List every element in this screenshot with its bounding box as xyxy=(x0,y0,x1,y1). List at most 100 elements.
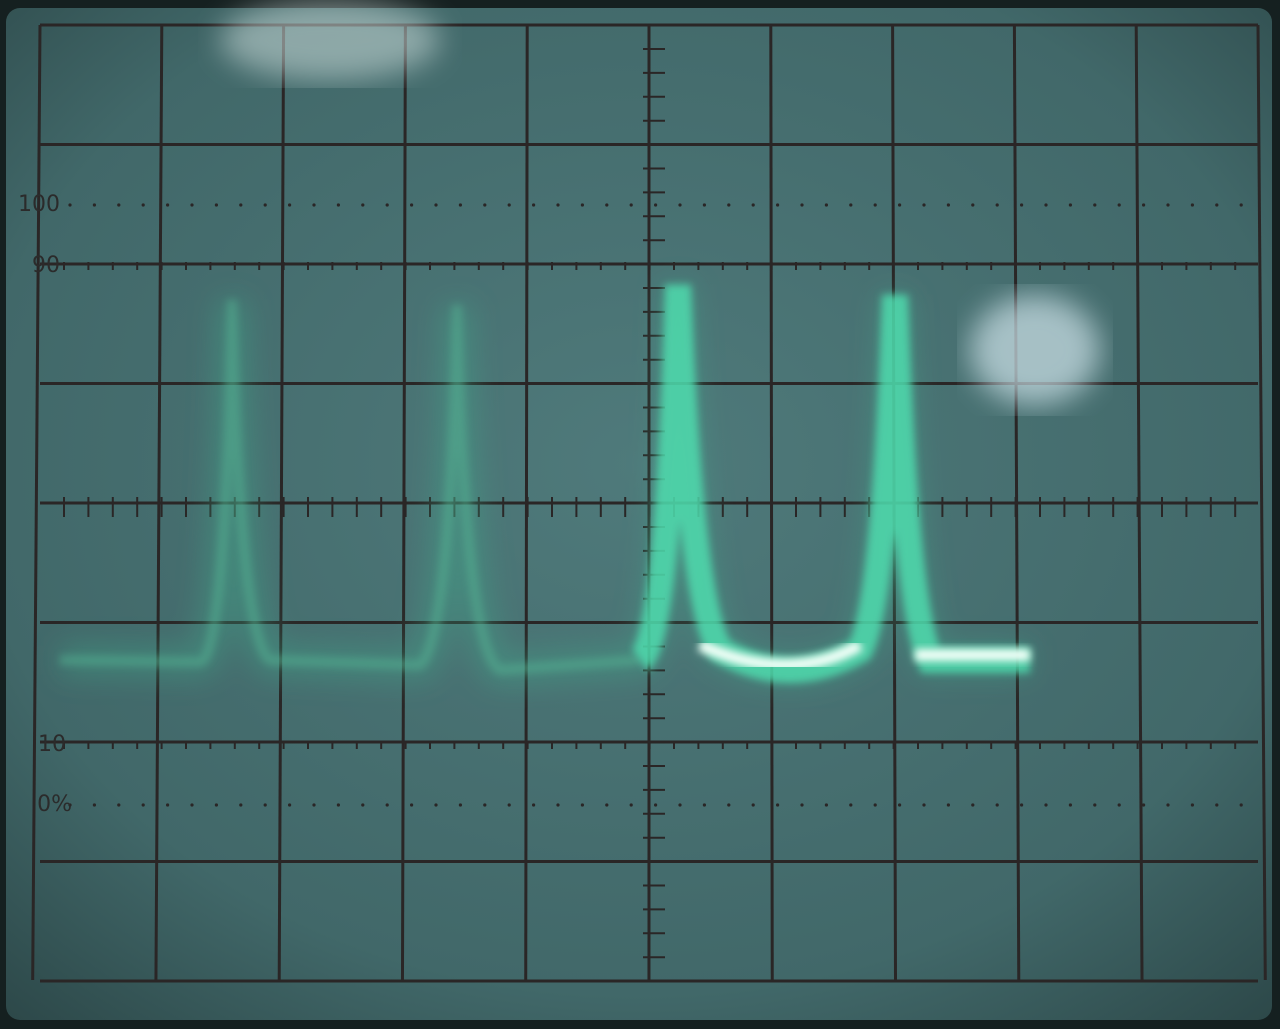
dot xyxy=(605,803,609,807)
dot xyxy=(1166,203,1170,207)
dot xyxy=(117,803,121,807)
trace xyxy=(59,284,1030,686)
label-90: 90 xyxy=(32,253,60,278)
dot xyxy=(434,203,438,207)
dot xyxy=(361,803,365,807)
dot xyxy=(507,803,511,807)
dot xyxy=(166,803,170,807)
dot xyxy=(336,803,340,807)
dot xyxy=(68,203,72,207)
glare xyxy=(220,0,440,80)
dot xyxy=(1068,203,1072,207)
dot xyxy=(239,203,243,207)
grid-line-v xyxy=(1256,24,1267,981)
dot xyxy=(849,803,853,807)
dot xyxy=(776,803,780,807)
dot xyxy=(214,203,218,207)
dot xyxy=(1117,203,1121,207)
dot xyxy=(1068,803,1072,807)
dot xyxy=(727,803,731,807)
dot xyxy=(166,203,170,207)
dot xyxy=(239,803,243,807)
dot xyxy=(1093,803,1097,807)
dot xyxy=(361,203,365,207)
dot xyxy=(190,203,194,207)
dot xyxy=(751,803,755,807)
dot xyxy=(385,203,389,207)
dot xyxy=(800,203,804,207)
dot xyxy=(580,803,585,807)
dot xyxy=(946,803,951,807)
dot xyxy=(751,203,755,207)
dot xyxy=(410,803,414,807)
dot xyxy=(556,203,560,207)
dot xyxy=(1215,203,1219,207)
dot xyxy=(1020,803,1024,807)
trace-faint xyxy=(59,299,641,676)
dot xyxy=(483,803,487,807)
dot xyxy=(580,203,585,207)
dot xyxy=(1142,803,1146,807)
label-0-percent: 0% xyxy=(37,792,72,817)
dot xyxy=(971,803,975,807)
grid-line-v xyxy=(31,24,42,981)
graticule-labels: 100 90 10 0% xyxy=(18,192,72,817)
dot xyxy=(1142,203,1146,207)
dot xyxy=(971,203,975,207)
dot xyxy=(727,203,731,207)
screen xyxy=(6,8,1272,1020)
dot xyxy=(385,803,389,807)
dot xyxy=(312,203,316,207)
dot xyxy=(824,203,829,207)
label-100: 100 xyxy=(18,192,60,217)
dot xyxy=(995,203,999,207)
dot xyxy=(654,203,658,207)
dot xyxy=(654,803,658,807)
dot xyxy=(532,203,536,207)
dot xyxy=(117,203,121,207)
dot xyxy=(92,803,96,807)
dot xyxy=(507,203,511,207)
dot xyxy=(922,203,926,207)
dot xyxy=(629,803,633,807)
dot xyxy=(141,803,145,807)
dot xyxy=(678,803,682,807)
dot xyxy=(214,803,218,807)
dot xyxy=(1166,803,1170,807)
dot xyxy=(556,803,560,807)
dot xyxy=(483,203,487,207)
dot xyxy=(312,803,316,807)
dot xyxy=(1020,203,1024,207)
graticule xyxy=(31,23,1267,983)
dot xyxy=(458,203,462,207)
dot xyxy=(288,803,292,807)
glare xyxy=(970,295,1100,405)
dot xyxy=(702,803,707,807)
dot xyxy=(288,203,292,207)
dot xyxy=(898,803,902,807)
dot xyxy=(1044,803,1048,807)
dot xyxy=(800,803,804,807)
dot xyxy=(605,203,609,207)
dot xyxy=(263,203,267,207)
trace-core xyxy=(697,639,1030,671)
label-10: 10 xyxy=(38,732,66,757)
dot xyxy=(410,203,414,207)
dot xyxy=(141,203,145,207)
dot xyxy=(532,803,536,807)
dot xyxy=(1044,203,1048,207)
dot xyxy=(898,203,902,207)
dot xyxy=(1093,203,1097,207)
dot xyxy=(458,803,462,807)
dot xyxy=(678,203,682,207)
dot xyxy=(1190,803,1194,807)
dot xyxy=(995,803,999,807)
dot xyxy=(1215,803,1219,807)
dot xyxy=(190,803,194,807)
dot xyxy=(946,203,951,207)
dot xyxy=(434,803,438,807)
dot xyxy=(776,203,780,207)
dot xyxy=(336,203,340,207)
